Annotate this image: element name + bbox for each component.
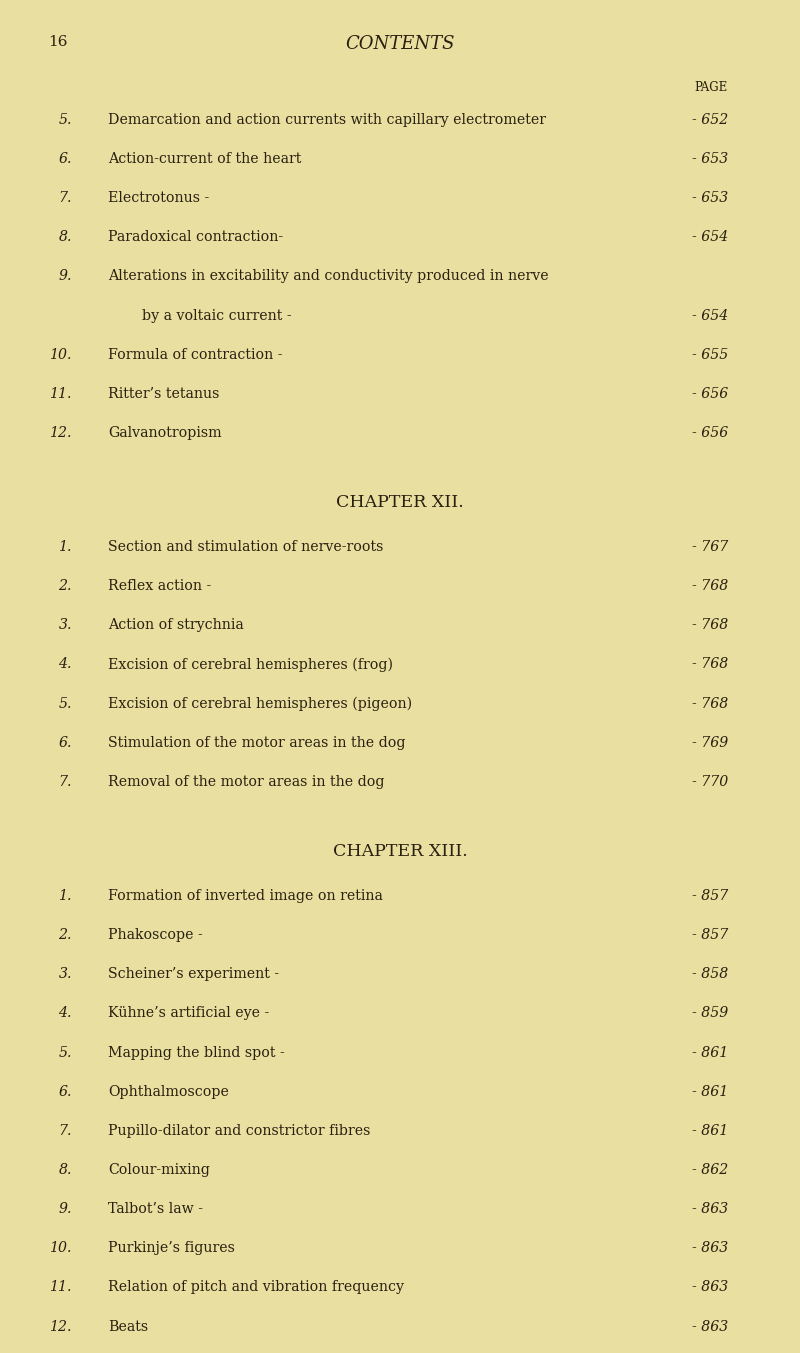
Text: Stimulation of the motor areas in the dog: Stimulation of the motor areas in the do… bbox=[108, 736, 406, 750]
Text: - 652: - 652 bbox=[692, 112, 728, 127]
Text: - 654: - 654 bbox=[692, 230, 728, 245]
Text: 6.: 6. bbox=[58, 1085, 72, 1099]
Text: 10.: 10. bbox=[50, 348, 72, 361]
Text: Action of strychnia: Action of strychnia bbox=[108, 618, 244, 632]
Text: - 858: - 858 bbox=[692, 967, 728, 981]
Text: by a voltaic current -: by a voltaic current - bbox=[124, 308, 292, 322]
Text: 9.: 9. bbox=[58, 1201, 72, 1216]
Text: - 655: - 655 bbox=[692, 348, 728, 361]
Text: 3.: 3. bbox=[58, 618, 72, 632]
Text: - 656: - 656 bbox=[692, 387, 728, 400]
Text: 12.: 12. bbox=[50, 1319, 72, 1334]
Text: Electrotonus -: Electrotonus - bbox=[108, 191, 210, 206]
Text: - 863: - 863 bbox=[692, 1201, 728, 1216]
Text: - 863: - 863 bbox=[692, 1319, 728, 1334]
Text: - 857: - 857 bbox=[692, 889, 728, 902]
Text: - 861: - 861 bbox=[692, 1046, 728, 1059]
Text: 7.: 7. bbox=[58, 191, 72, 206]
Text: Ritter’s tetanus: Ritter’s tetanus bbox=[108, 387, 219, 400]
Text: Formation of inverted image on retina: Formation of inverted image on retina bbox=[108, 889, 383, 902]
Text: 2.: 2. bbox=[58, 928, 72, 942]
Text: CHAPTER XII.: CHAPTER XII. bbox=[336, 494, 464, 511]
Text: 2.: 2. bbox=[58, 579, 72, 593]
Text: - 768: - 768 bbox=[692, 579, 728, 593]
Text: - 770: - 770 bbox=[692, 775, 728, 789]
Text: Relation of pitch and vibration frequency: Relation of pitch and vibration frequenc… bbox=[108, 1280, 404, 1295]
Text: 6.: 6. bbox=[58, 736, 72, 750]
Text: 9.: 9. bbox=[58, 269, 72, 283]
Text: - 857: - 857 bbox=[692, 928, 728, 942]
Text: 11.: 11. bbox=[50, 1280, 72, 1295]
Text: 4.: 4. bbox=[58, 1007, 72, 1020]
Text: Reflex action -: Reflex action - bbox=[108, 579, 211, 593]
Text: Galvanotropism: Galvanotropism bbox=[108, 426, 222, 440]
Text: Paradoxical contraction-: Paradoxical contraction- bbox=[108, 230, 283, 245]
Text: 5.: 5. bbox=[58, 112, 72, 127]
Text: - 859: - 859 bbox=[692, 1007, 728, 1020]
Text: Excision of cerebral hemispheres (frog): Excision of cerebral hemispheres (frog) bbox=[108, 658, 393, 672]
Text: 6.: 6. bbox=[58, 152, 72, 166]
Text: 8.: 8. bbox=[58, 230, 72, 245]
Text: Section and stimulation of nerve-roots: Section and stimulation of nerve-roots bbox=[108, 540, 383, 553]
Text: 8.: 8. bbox=[58, 1164, 72, 1177]
Text: 5.: 5. bbox=[58, 1046, 72, 1059]
Text: CHAPTER XIII.: CHAPTER XIII. bbox=[333, 843, 467, 861]
Text: Ophthalmoscope: Ophthalmoscope bbox=[108, 1085, 229, 1099]
Text: - 653: - 653 bbox=[692, 191, 728, 206]
Text: Mapping the blind spot -: Mapping the blind spot - bbox=[108, 1046, 285, 1059]
Text: - 768: - 768 bbox=[692, 658, 728, 671]
Text: Alterations in excitability and conductivity produced in nerve: Alterations in excitability and conducti… bbox=[108, 269, 549, 283]
Text: Action-current of the heart: Action-current of the heart bbox=[108, 152, 302, 166]
Text: - 653: - 653 bbox=[692, 152, 728, 166]
Text: 4.: 4. bbox=[58, 658, 72, 671]
Text: Scheiner’s experiment -: Scheiner’s experiment - bbox=[108, 967, 279, 981]
Text: - 768: - 768 bbox=[692, 618, 728, 632]
Text: 1.: 1. bbox=[58, 540, 72, 553]
Text: 16: 16 bbox=[48, 35, 67, 49]
Text: - 863: - 863 bbox=[692, 1241, 728, 1256]
Text: Beats: Beats bbox=[108, 1319, 148, 1334]
Text: - 769: - 769 bbox=[692, 736, 728, 750]
Text: - 654: - 654 bbox=[692, 308, 728, 322]
Text: 1.: 1. bbox=[58, 889, 72, 902]
Text: 11.: 11. bbox=[50, 387, 72, 400]
Text: Demarcation and action currents with capillary electrometer: Demarcation and action currents with cap… bbox=[108, 112, 546, 127]
Text: Phakoscope -: Phakoscope - bbox=[108, 928, 202, 942]
Text: 7.: 7. bbox=[58, 1124, 72, 1138]
Text: - 861: - 861 bbox=[692, 1085, 728, 1099]
Text: Talbot’s law -: Talbot’s law - bbox=[108, 1201, 203, 1216]
Text: - 767: - 767 bbox=[692, 540, 728, 553]
Text: - 863: - 863 bbox=[692, 1280, 728, 1295]
Text: Removal of the motor areas in the dog: Removal of the motor areas in the dog bbox=[108, 775, 385, 789]
Text: CONTENTS: CONTENTS bbox=[346, 35, 454, 53]
Text: 7.: 7. bbox=[58, 775, 72, 789]
Text: Purkinje’s figures: Purkinje’s figures bbox=[108, 1241, 235, 1256]
Text: PAGE: PAGE bbox=[694, 81, 728, 93]
Text: Pupillo-dilator and constrictor fibres: Pupillo-dilator and constrictor fibres bbox=[108, 1124, 370, 1138]
Text: Kühne’s artificial eye -: Kühne’s artificial eye - bbox=[108, 1007, 270, 1020]
Text: Formula of contraction -: Formula of contraction - bbox=[108, 348, 282, 361]
Text: 3.: 3. bbox=[58, 967, 72, 981]
Text: Excision of cerebral hemispheres (pigeon): Excision of cerebral hemispheres (pigeon… bbox=[108, 697, 412, 712]
Text: 10.: 10. bbox=[50, 1241, 72, 1256]
Text: - 862: - 862 bbox=[692, 1164, 728, 1177]
Text: 5.: 5. bbox=[58, 697, 72, 710]
Text: Colour-mixing: Colour-mixing bbox=[108, 1164, 210, 1177]
Text: - 768: - 768 bbox=[692, 697, 728, 710]
Text: - 656: - 656 bbox=[692, 426, 728, 440]
Text: 12.: 12. bbox=[50, 426, 72, 440]
Text: - 861: - 861 bbox=[692, 1124, 728, 1138]
